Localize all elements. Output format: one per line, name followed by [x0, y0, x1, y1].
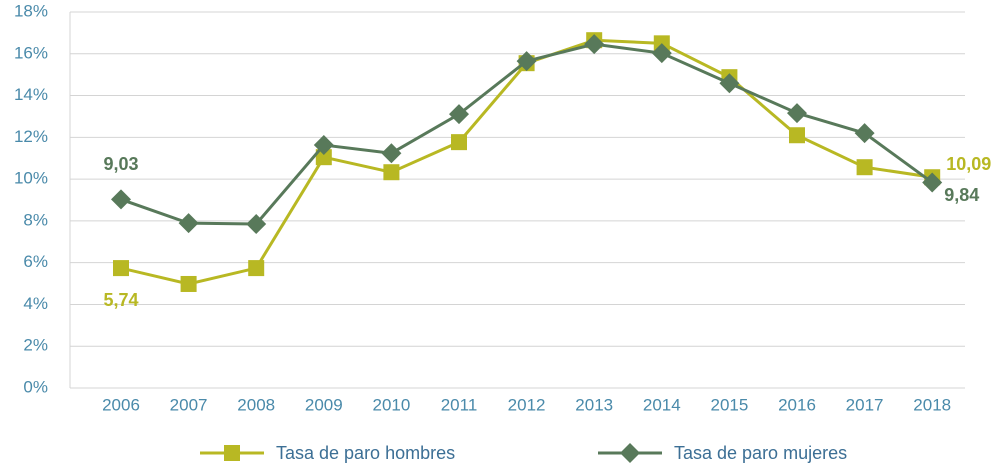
- marker: [854, 123, 875, 144]
- data-label: 5,74: [103, 290, 138, 310]
- y-tick-label: 2%: [23, 336, 48, 355]
- x-tick-label: 2016: [778, 395, 816, 414]
- marker: [584, 34, 605, 55]
- marker: [922, 172, 943, 193]
- marker: [449, 104, 469, 125]
- marker: [789, 127, 805, 144]
- series-line: [120, 38, 933, 286]
- legend-marker: [224, 445, 240, 461]
- y-tick-label: 4%: [23, 294, 48, 313]
- y-tick-label: 6%: [23, 252, 48, 271]
- legend-marker: [620, 443, 640, 463]
- marker: [111, 189, 131, 210]
- y-tick-label: 18%: [14, 1, 48, 20]
- marker: [856, 159, 873, 176]
- marker: [787, 103, 807, 124]
- marker: [315, 149, 332, 166]
- x-tick-label: 2010: [372, 395, 410, 414]
- data-label: 9,84: [944, 185, 979, 205]
- marker: [113, 260, 129, 277]
- x-tick-label: 2014: [643, 395, 681, 414]
- x-tick-label: 2008: [237, 395, 275, 414]
- y-tick-label: 14%: [14, 85, 48, 104]
- x-tick-label: 2017: [846, 395, 884, 414]
- legend-label: Tasa de paro hombres: [276, 443, 455, 463]
- x-tick-label: 2018: [913, 395, 951, 414]
- x-tick-label: 2009: [305, 395, 343, 414]
- y-tick-label: 10%: [14, 169, 48, 188]
- x-tick-label: 2015: [710, 395, 748, 414]
- y-tick-label: 12%: [14, 127, 48, 146]
- marker: [516, 51, 537, 72]
- marker: [180, 275, 197, 292]
- x-tick-label: 2013: [575, 395, 613, 414]
- data-label: 10,09: [946, 154, 991, 174]
- legend-label: Tasa de paro mujeres: [674, 443, 847, 463]
- marker: [451, 134, 467, 151]
- marker: [178, 213, 199, 234]
- marker: [381, 143, 402, 164]
- x-tick-label: 2006: [102, 395, 140, 414]
- marker: [313, 135, 334, 156]
- y-tick-label: 0%: [23, 377, 48, 396]
- x-tick-label: 2011: [441, 395, 478, 414]
- y-tick-label: 8%: [23, 210, 48, 229]
- marker: [248, 260, 265, 277]
- x-tick-label: 2012: [508, 395, 546, 414]
- y-tick-label: 16%: [14, 43, 48, 62]
- x-tick-label: 2007: [170, 395, 208, 414]
- marker: [719, 73, 740, 94]
- data-label: 9,03: [103, 154, 138, 174]
- marker: [383, 164, 400, 181]
- marker: [651, 43, 672, 64]
- marker: [246, 214, 267, 235]
